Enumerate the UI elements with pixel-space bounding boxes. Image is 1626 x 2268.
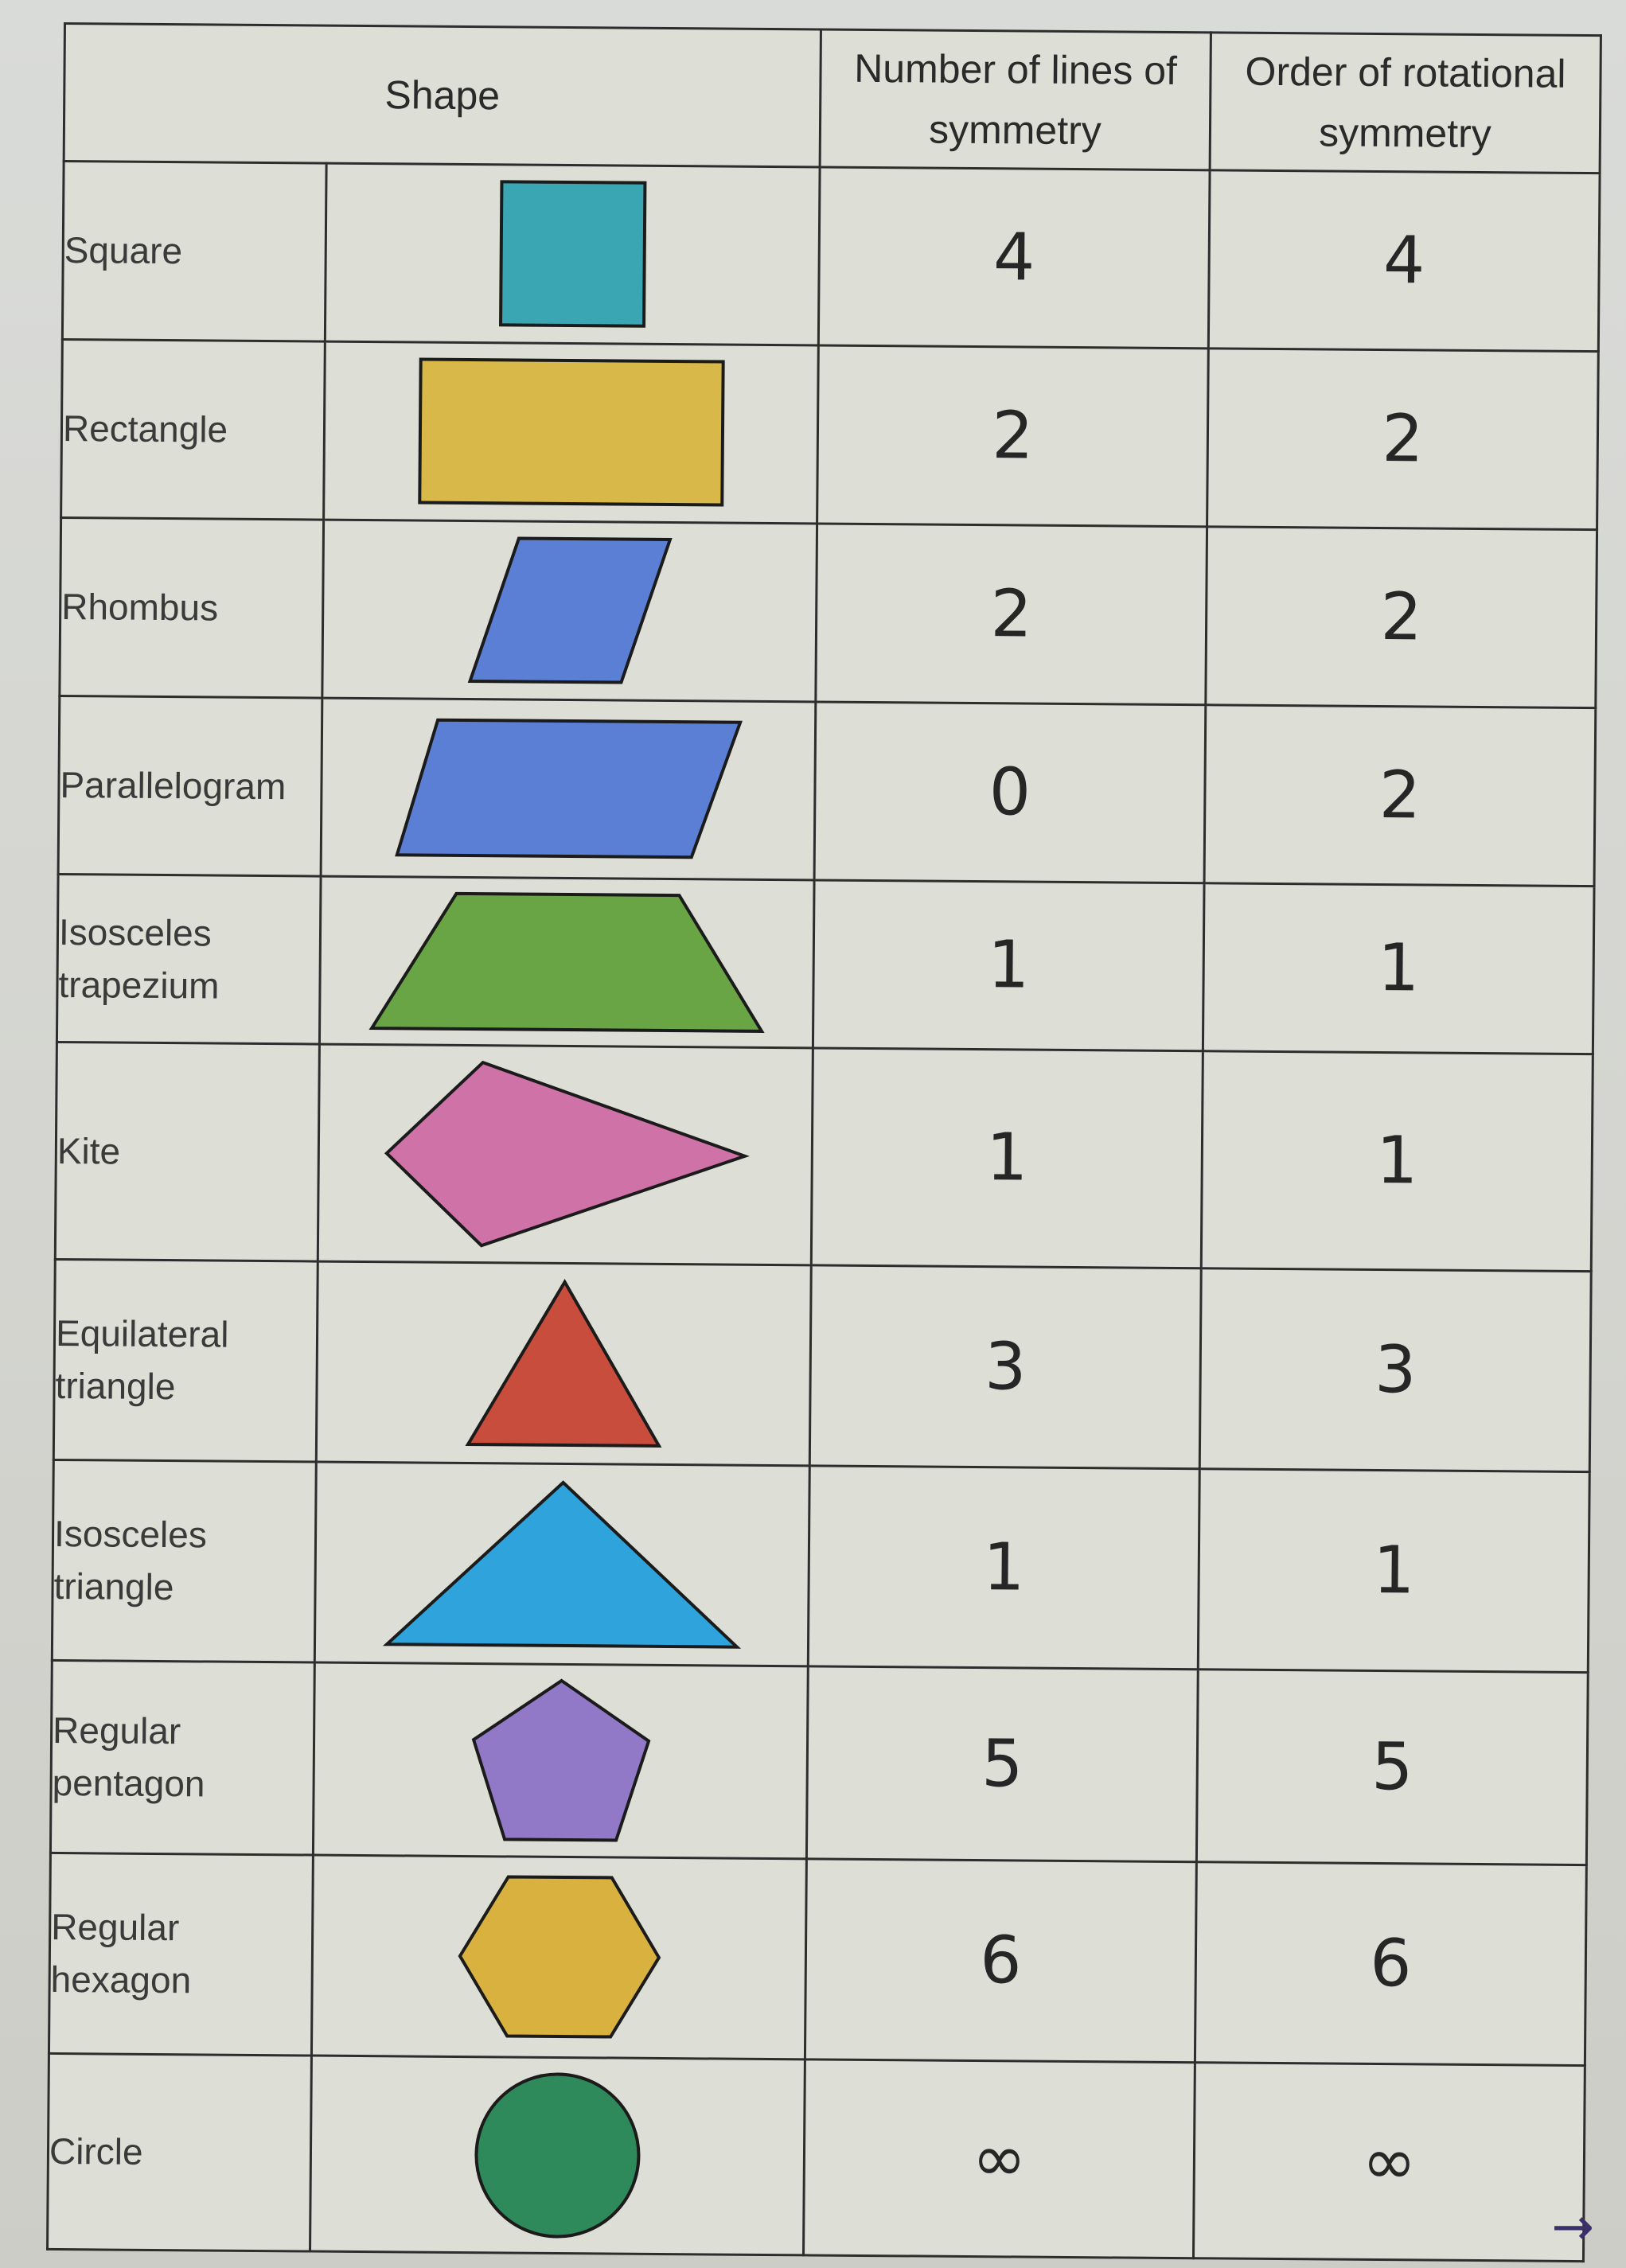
header-lines-line-1: Number of lines of	[853, 45, 1178, 93]
shape-name-line: Regular	[52, 1709, 181, 1752]
shape-picture	[319, 875, 815, 1049]
table-row: Regular hexagon 6 6	[49, 1853, 1587, 2066]
shape-name: Isosceles triangle	[52, 1459, 317, 1662]
shape-name-line: trapezium	[58, 963, 220, 1007]
header-rotational-line-2: symmetry	[1318, 110, 1492, 157]
symmetry-table: Shape Number of lines of symmetry Order …	[46, 22, 1602, 2263]
shape-picture	[325, 163, 821, 345]
shape-name-line: Kite	[57, 1129, 121, 1172]
shape-picture	[311, 1854, 807, 2060]
lines-of-symmetry-value: 2	[815, 523, 1207, 705]
shape-name: Regular hexagon	[49, 1853, 314, 2056]
shape-name: Isosceles trapezium	[57, 873, 322, 1045]
lines-of-symmetry-value: 1	[808, 1465, 1200, 1670]
shape-name: Parallelogram	[58, 696, 322, 876]
shape-picture	[314, 1461, 810, 1666]
table-row: Circle ∞ ∞	[47, 2053, 1585, 2262]
rotational-order-value: 1	[1198, 1468, 1590, 1673]
shape-picture	[316, 1261, 812, 1466]
equilateral-triangle-icon	[464, 1278, 661, 1448]
shape-picture	[323, 341, 819, 524]
lines-of-symmetry-value: 2	[817, 345, 1209, 527]
parallelogram-icon	[394, 718, 743, 859]
table-row: Rectangle 2 2	[60, 339, 1599, 530]
rotational-order-value: 6	[1195, 1861, 1587, 2066]
rotational-order-value: 2	[1205, 526, 1597, 708]
shape-picture	[310, 2055, 805, 2255]
shape-name: Kite	[55, 1042, 320, 1261]
header-lines-of-symmetry: Number of lines of symmetry	[820, 29, 1211, 170]
header-rotational-line-1: Order of rotational	[1245, 49, 1566, 96]
rotational-order-value: 1	[1203, 883, 1595, 1054]
table-row: Parallelogram 0 2	[58, 696, 1596, 887]
lines-of-symmetry-value: 4	[818, 166, 1211, 349]
rotational-order-value: 2	[1204, 704, 1596, 887]
header-lines-line-2: symmetry	[928, 107, 1102, 154]
lines-of-symmetry-value: 1	[811, 1048, 1203, 1268]
shape-name: Equilateral triangle	[53, 1259, 318, 1462]
shape-picture	[318, 1044, 813, 1265]
shape-name-line: Rectangle	[62, 407, 228, 450]
shape-name: Square	[62, 161, 327, 341]
hexagon-icon	[458, 1875, 661, 2039]
shape-name-line: Circle	[49, 2130, 143, 2173]
shape-name-line: Rhombus	[61, 586, 219, 629]
table-row: Isosceles triangle 1 1	[52, 1459, 1590, 1673]
next-page-arrow-icon: →	[1551, 2198, 1594, 2257]
shape-picture	[321, 697, 816, 880]
circle-icon	[474, 2072, 641, 2239]
table-header-row: Shape Number of lines of symmetry Order …	[64, 23, 1601, 173]
table-row: Rhombus 2 2	[59, 517, 1597, 708]
rectangle-icon	[417, 357, 725, 507]
header-rotational-symmetry: Order of rotational symmetry	[1210, 32, 1601, 173]
trapezium-icon	[368, 891, 765, 1033]
shape-name: Rectangle	[60, 339, 326, 520]
table-row: Kite 1 1	[55, 1042, 1593, 1272]
rotational-order-value: 2	[1207, 348, 1599, 530]
rotational-order-value: ∞	[1193, 2062, 1585, 2262]
isosceles-triangle-icon	[382, 1479, 741, 1649]
shape-name-line: triangle	[55, 1365, 176, 1408]
lines-of-symmetry-value: 5	[806, 1666, 1199, 1862]
shape-name-line: Square	[64, 229, 183, 272]
header-shape: Shape	[64, 23, 821, 167]
shape-name: Rhombus	[59, 517, 324, 698]
shape-name-line: Isosceles	[53, 1513, 208, 1556]
lines-of-symmetry-value: ∞	[803, 2059, 1195, 2258]
rotational-order-value: 3	[1199, 1268, 1592, 1472]
table-row: Equilateral triangle 3 3	[53, 1259, 1592, 1472]
shape-name-line: Isosceles	[58, 910, 212, 954]
square-icon	[498, 180, 646, 329]
shape-name: Regular pentagon	[50, 1660, 315, 1855]
table-row: Square 4 4	[62, 161, 1601, 352]
table-row: Isosceles trapezium 1 1	[57, 873, 1595, 1054]
pentagon-icon	[471, 1678, 650, 1842]
kite-icon	[384, 1060, 750, 1248]
shape-name-line: Parallelogram	[60, 764, 287, 808]
rotational-order-value: 5	[1196, 1669, 1589, 1865]
lines-of-symmetry-value: 6	[805, 1858, 1197, 2063]
shape-name-line: Equilateral	[55, 1312, 229, 1355]
table-row: Regular pentagon 5 5	[50, 1660, 1589, 1865]
shape-picture	[313, 1662, 809, 1859]
shape-name-line: triangle	[53, 1565, 174, 1608]
shape-name-line: Regular	[50, 1906, 180, 1949]
lines-of-symmetry-value: 3	[809, 1265, 1202, 1469]
rotational-order-value: 4	[1208, 170, 1601, 352]
rhombus-icon	[467, 536, 673, 684]
lines-of-symmetry-value: 0	[814, 701, 1206, 883]
shape-name-line: hexagon	[50, 1958, 192, 2001]
lines-of-symmetry-value: 1	[813, 879, 1205, 1052]
shape-picture	[322, 519, 817, 702]
rotational-order-value: 1	[1201, 1051, 1593, 1272]
shape-name-line: pentagon	[52, 1762, 205, 1805]
shape-name: Circle	[47, 2053, 312, 2252]
